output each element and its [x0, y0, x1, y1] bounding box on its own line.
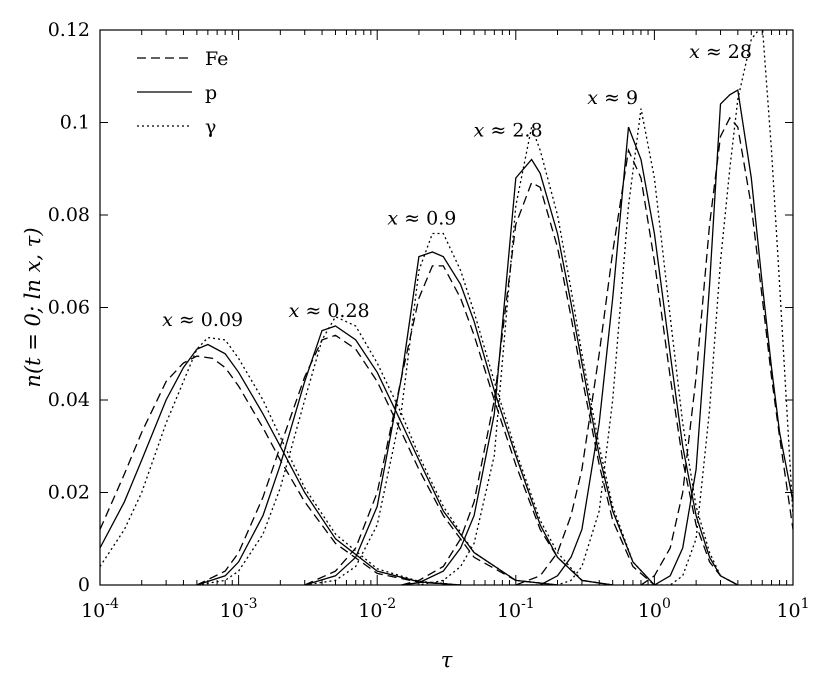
- series-line-p: [304, 251, 613, 585]
- peak-annotation: x ≈ 0.28: [289, 300, 370, 322]
- y-tick-label: 0.04: [48, 389, 90, 411]
- x-tick-label: 10-2: [358, 596, 396, 622]
- series-line-p: [641, 89, 793, 585]
- series-group: [100, 30, 793, 585]
- series-line-γ: [641, 30, 793, 585]
- x-tick-label: 10-4: [81, 596, 119, 622]
- legend: Fe pγ: [137, 48, 228, 138]
- peak-annotation: x ≈ 2.8: [474, 119, 543, 141]
- x-tick-label: 101: [776, 596, 809, 622]
- legend-label: γ: [205, 116, 216, 138]
- y-tick-label: 0.1: [60, 112, 90, 134]
- y-axis-title: n(t = 0; ln x, τ): [21, 227, 45, 387]
- series-line-Fe: [640, 116, 793, 585]
- series-line-p: [196, 325, 558, 585]
- legend-label: Fe: [205, 48, 228, 70]
- series-line-Fe: [515, 148, 739, 585]
- series-line-Fe: [100, 355, 461, 585]
- peak-annotation: x ≈ 9: [587, 87, 638, 109]
- x-tick-label: 100: [638, 596, 671, 622]
- series-line-Fe: [401, 181, 655, 585]
- plot-area: x ≈ 0.09 x ≈ 0.28 x ≈ 0.9 x ≈ 2.8 x ≈ 9 x ≈ 2…: [100, 30, 793, 585]
- x-tick-label: 10-3: [220, 596, 258, 622]
- series-line-p: [515, 126, 739, 585]
- series-line-γ: [100, 336, 461, 585]
- peak-annotation: x ≈ 0.9: [387, 207, 456, 229]
- axes: 0 0.02 0.04 0.06 0.08 0.1 0.12 10-4 10-3 10-2 10-1…: [48, 19, 810, 622]
- plot-frame: [99, 29, 794, 586]
- peak-annotation: x ≈ 0.09: [162, 309, 243, 331]
- series-line-γ: [304, 232, 613, 585]
- peak-annotation: x ≈ 28: [689, 41, 752, 63]
- y-tick-label: 0.06: [48, 297, 90, 319]
- series-line-γ: [401, 124, 655, 585]
- series-line-γ: [196, 315, 558, 585]
- series-line-p: [401, 158, 655, 585]
- x-tick-label: 10-1: [497, 596, 535, 622]
- x-axis-title: τ: [441, 648, 453, 672]
- y-tick-label: 0: [78, 574, 90, 596]
- series-line-Fe: [304, 265, 613, 585]
- y-tick-label: 0.02: [48, 482, 90, 504]
- y-tick-label: 0.12: [48, 19, 90, 41]
- y-tick-label: 0.08: [48, 204, 90, 226]
- legend-label: p: [205, 82, 217, 104]
- series-line-Fe: [196, 334, 558, 585]
